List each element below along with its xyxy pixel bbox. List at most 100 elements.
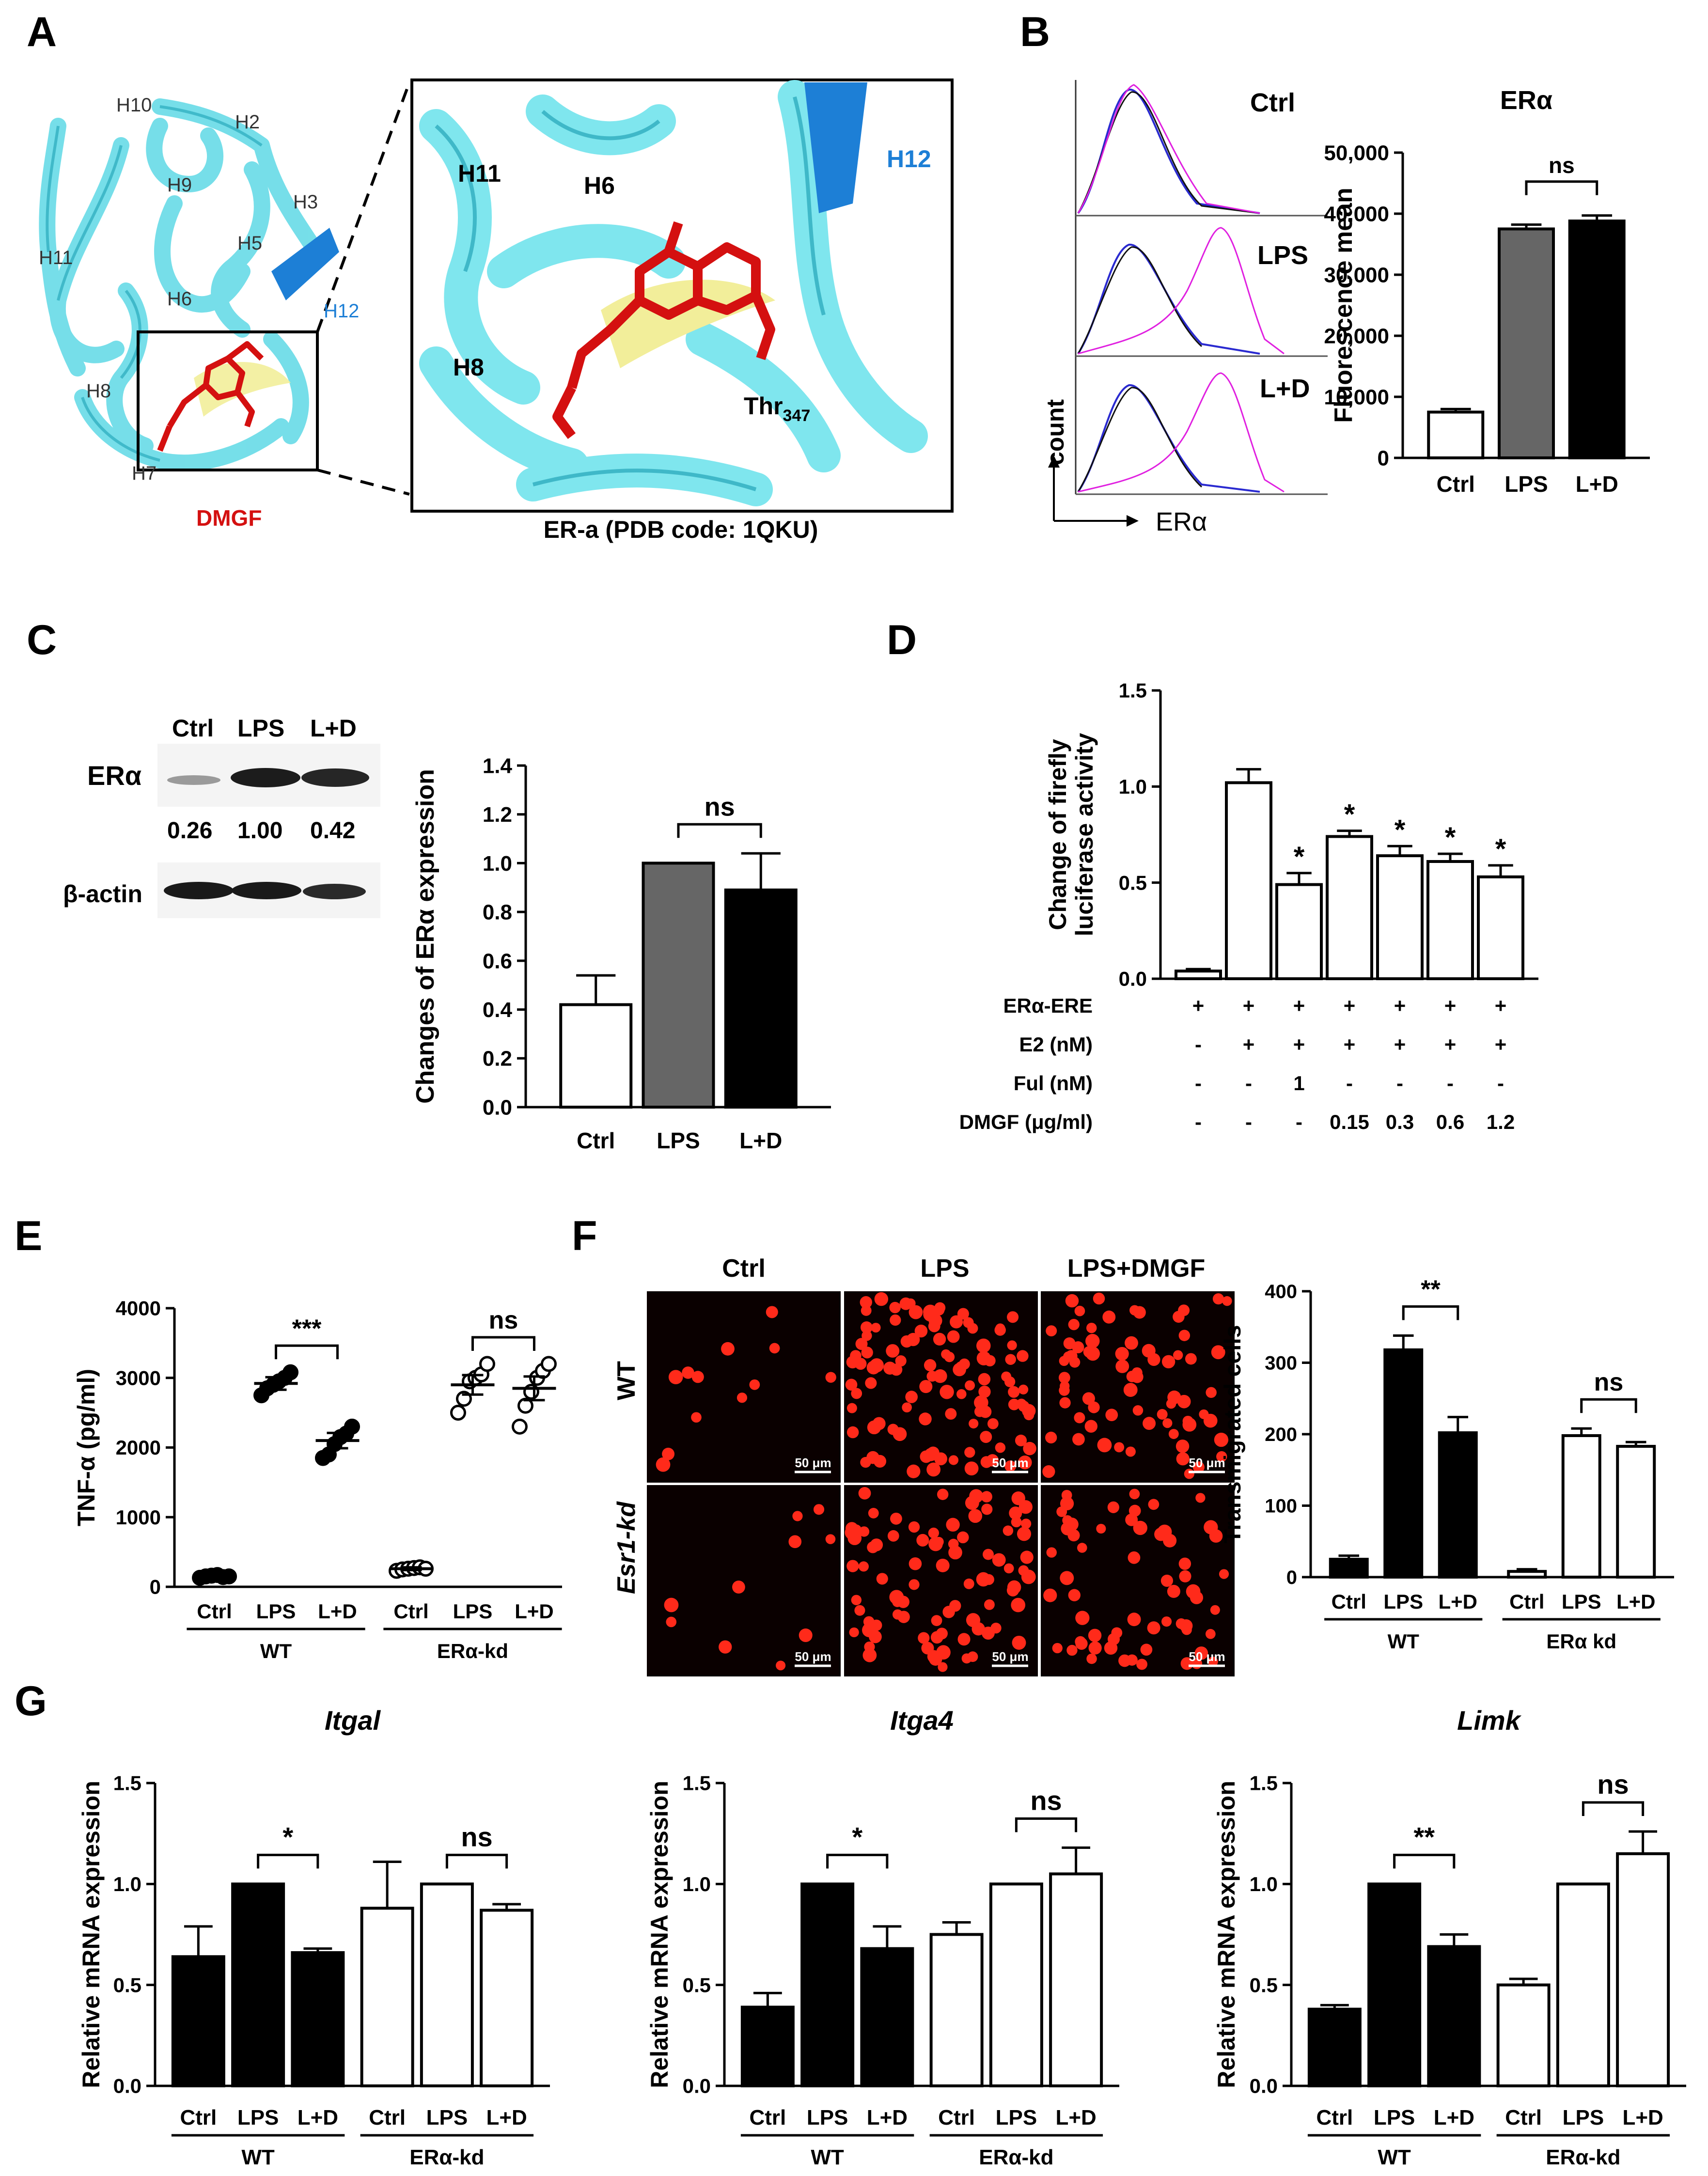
migrated-cell	[980, 1456, 993, 1468]
migrated-cell	[1052, 1643, 1063, 1654]
condition-value: 1.2	[1487, 1111, 1515, 1133]
image-row-label: WT	[612, 1361, 641, 1400]
category-label: Ctrl	[1509, 1590, 1544, 1613]
helix-label: H6	[167, 288, 192, 310]
migrated-cell	[1012, 1635, 1026, 1650]
y-tick-label: 0.5	[683, 1973, 711, 1996]
significance-bracket	[257, 1853, 319, 1869]
y-tick-label: 10,000	[1324, 385, 1389, 409]
migrated-cell	[1020, 1550, 1034, 1564]
blot-value: 0.26	[167, 818, 212, 844]
migrated-cell	[664, 1597, 679, 1612]
migrated-cell	[1128, 1504, 1141, 1517]
group-label: ERα-kd	[979, 2145, 1053, 2169]
y-tick-label: 4000	[116, 1297, 161, 1320]
flow-histograms	[1048, 80, 1328, 527]
significance-star: *	[1344, 799, 1355, 830]
y-tick-label: 50,000	[1324, 141, 1389, 165]
group-label: WT	[1378, 2145, 1411, 2169]
condition-value: +	[1243, 994, 1255, 1017]
migrated-cell	[1194, 1646, 1208, 1660]
category-label: Ctrl	[749, 2106, 786, 2129]
bar	[989, 1882, 1043, 2087]
y-axis-label: Fluorescence mean	[1330, 188, 1358, 423]
histogram-label: L+D	[1260, 374, 1310, 403]
category-label: L+D	[1055, 2106, 1096, 2129]
migrated-cell	[1059, 1397, 1071, 1409]
y-tick-label: 0	[150, 1576, 161, 1598]
fluorescence-image: 50 μm	[647, 1291, 841, 1483]
migrated-cell	[967, 1323, 978, 1334]
chart-title: Itga4	[890, 1705, 954, 1736]
panel-letter-c: C	[27, 617, 57, 663]
migrated-cell	[902, 1402, 912, 1412]
group-label: ERα-kd	[1546, 2145, 1620, 2169]
category-label: Ctrl	[1316, 2106, 1353, 2129]
migrated-cell	[851, 1388, 862, 1399]
migrated-cell	[1216, 1451, 1227, 1462]
bar	[1496, 1983, 1551, 2087]
bar	[1383, 1348, 1424, 1579]
fluorescence-images: 50 μm 50 μm 50 μm 50 μm 50 μm 50 μm	[647, 1291, 1235, 1676]
migrated-cell	[1017, 1527, 1032, 1541]
migrated-cell	[1056, 1506, 1067, 1517]
migrated-cell	[1140, 1644, 1153, 1656]
y-tick-label: 40,000	[1324, 202, 1389, 226]
migrated-cell	[868, 1508, 879, 1519]
y-tick-label: 1.5	[1119, 679, 1147, 702]
y-tick-label: 1000	[116, 1506, 161, 1529]
migrated-cell	[846, 1403, 857, 1413]
migrated-cell	[909, 1305, 923, 1319]
significance-bracket	[445, 1853, 508, 1869]
migrated-cell	[1133, 1520, 1147, 1535]
y-tick-label: 0.2	[483, 1047, 512, 1071]
migrated-cell	[862, 1648, 877, 1662]
migrated-cell	[1123, 1383, 1138, 1397]
migrated-cell	[958, 1358, 970, 1370]
migrated-cell	[1147, 1621, 1160, 1635]
data-point	[450, 1405, 466, 1421]
migrated-cell	[1204, 1520, 1218, 1534]
migrated-cell	[1210, 1605, 1220, 1615]
protein-structure-zoom	[410, 78, 954, 513]
category-label: LPS	[256, 1600, 296, 1623]
migrated-cell	[792, 1511, 803, 1521]
migrated-cell	[995, 1442, 1006, 1453]
significance-bracket	[1580, 1398, 1637, 1413]
y-tick-label: 0.0	[1119, 968, 1147, 990]
significance-label: *	[852, 1821, 862, 1852]
migrated-cell	[1184, 1469, 1194, 1479]
migrated-cell	[994, 1324, 1006, 1336]
category-label: LPS	[807, 2106, 848, 2129]
scalebar-label: 50 μm	[795, 1649, 831, 1664]
category-label: Ctrl	[180, 2106, 217, 2129]
migrated-cell	[1157, 1409, 1168, 1420]
panel-letter-a: A	[27, 9, 57, 55]
migrated-cell	[966, 1613, 981, 1628]
migrated-cell	[1001, 1371, 1012, 1382]
migrated-cell	[1088, 1628, 1102, 1642]
migrated-cell	[1190, 1591, 1204, 1604]
migrated-cell	[1003, 1563, 1014, 1574]
migrated-cell	[1125, 1336, 1138, 1350]
migrated-cell	[924, 1359, 937, 1372]
category-label: LPS	[1504, 471, 1548, 497]
migrated-cell	[867, 1420, 881, 1435]
histogram-label: Ctrl	[1250, 88, 1295, 117]
category-label: LPS	[996, 2106, 1037, 2129]
bar	[1568, 219, 1626, 459]
y-tick-label: 1.4	[483, 754, 513, 778]
y-tick-label: 300	[1265, 1353, 1297, 1374]
migrated-cell	[992, 1553, 1006, 1567]
migrated-cell	[933, 1369, 947, 1383]
migrated-cell	[946, 1518, 960, 1532]
structure-caption: ER-a (PDB code: 1QKU)	[544, 516, 818, 543]
y-tick-label: 30,000	[1324, 263, 1389, 287]
group-label: ERα kd	[1546, 1630, 1616, 1653]
migrated-cell	[968, 1509, 983, 1523]
migrated-cell	[1178, 1557, 1191, 1570]
western-blot	[157, 744, 380, 918]
migrated-cell	[1105, 1409, 1118, 1422]
migrated-cell	[914, 1324, 928, 1338]
migrated-cell	[870, 1538, 883, 1551]
